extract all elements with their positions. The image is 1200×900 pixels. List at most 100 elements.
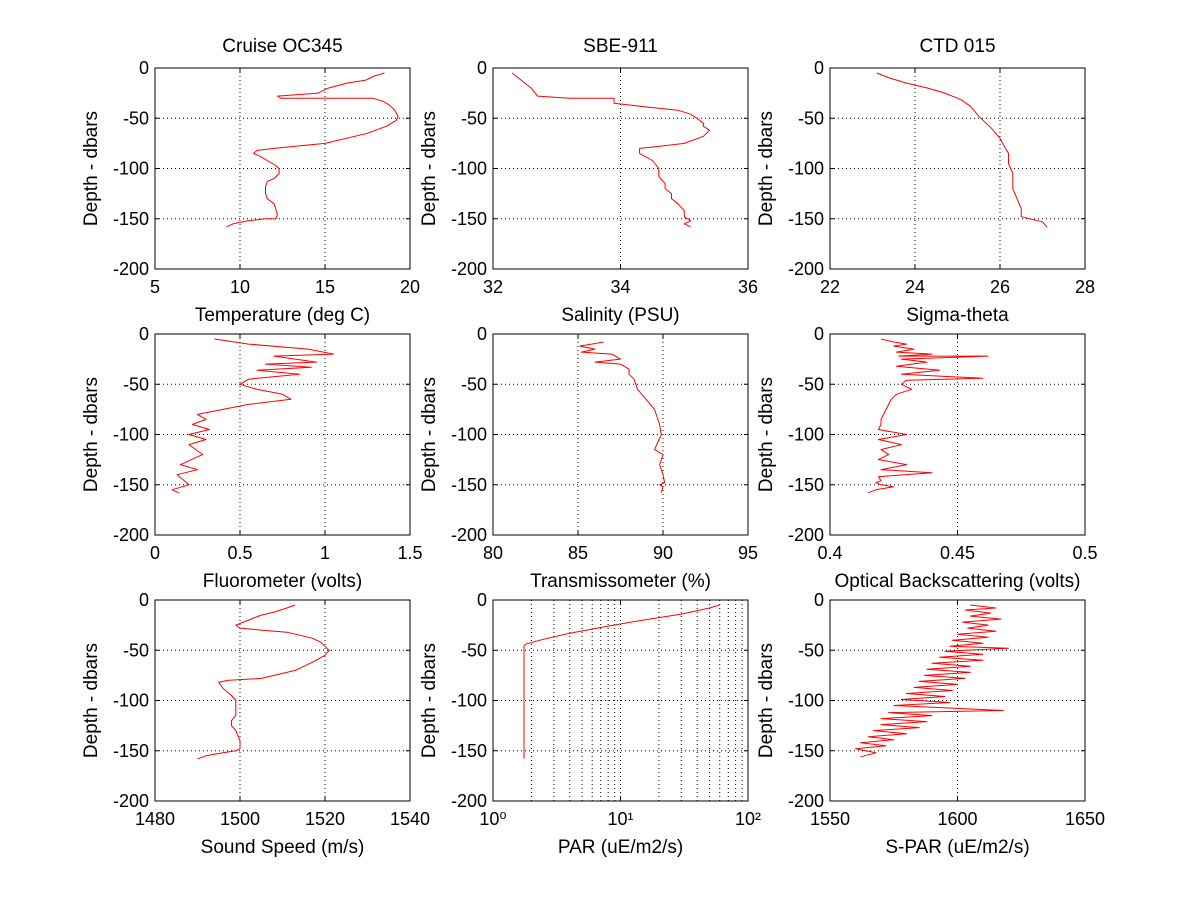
y-tick-label: -50	[123, 640, 149, 660]
x-tick-label: 1	[320, 543, 330, 563]
x-axis-label: Fluorometer (volts)	[203, 571, 362, 592]
grid	[830, 334, 1085, 535]
series-line	[226, 72, 399, 228]
grid	[155, 600, 410, 801]
subplot-7: 1480 1500 1520 1540 -200 -150 -100 -50 0 Sound Sp…	[81, 590, 430, 858]
y-axis-label: Depth - dbars	[756, 643, 777, 758]
x-axis-label: Optical Backscattering (volts)	[834, 571, 1080, 592]
x-tick-label: 20	[400, 277, 420, 297]
grid	[493, 68, 748, 269]
y-tick-label: 0	[139, 324, 149, 344]
y-tick-label: -200	[451, 525, 487, 545]
x-tick-label: 10²	[735, 809, 761, 829]
x-tick-label: 1500	[220, 809, 260, 829]
y-tick-label: 0	[814, 590, 824, 610]
y-axis-label: Depth - dbars	[419, 377, 440, 492]
series-line	[523, 604, 720, 759]
x-tick-label: 1600	[937, 809, 977, 829]
x-tick-label: 15	[315, 277, 335, 297]
y-tick-label: -200	[788, 259, 824, 279]
y-tick-label: -150	[113, 475, 149, 495]
y-tick-label: -150	[788, 475, 824, 495]
x-axis-label: Salinity (PSU)	[561, 305, 679, 326]
x-axis-label: PAR (uE/m2/s)	[558, 837, 683, 858]
x-tick-label: 5	[150, 277, 160, 297]
series-line	[876, 72, 1048, 228]
y-tick-label: -100	[788, 691, 824, 711]
x-axis-label: Temperature (deg C)	[195, 305, 370, 326]
y-axis-label: Depth - dbars	[419, 111, 440, 226]
y-tick-label: -50	[798, 374, 824, 394]
series-line	[868, 338, 989, 494]
y-tick-label: -200	[788, 525, 824, 545]
y-tick-label: -200	[113, 259, 149, 279]
x-axis-label: Sound Speed (m/s)	[201, 837, 365, 858]
y-tick-label: -100	[451, 691, 487, 711]
x-tick-label: 10	[230, 277, 250, 297]
series-line	[511, 72, 711, 228]
y-tick-label: -100	[113, 425, 149, 445]
x-tick-label: 0.5	[227, 543, 252, 563]
y-tick-label: 0	[139, 590, 149, 610]
y-tick-label: -200	[788, 791, 824, 811]
plot-title: Cruise OC345	[222, 36, 342, 57]
subplot-9: 1550 1600 1650 -200 -150 -100 -50 0 S-PAR (uE/m2…	[756, 590, 1105, 858]
x-tick-label: 10⁰	[479, 809, 506, 829]
y-tick-label: -150	[113, 741, 149, 761]
subplot-8: 10⁰ 10¹ 10² -200 -150 -100 -50 0 PAR (uE/m2/s) De…	[419, 590, 761, 858]
grid	[830, 68, 1085, 269]
y-axis-label: Depth - dbars	[81, 377, 102, 492]
subplot-5: 80 85 90 95 -200 -150 -100 -50 0 Transmissometer …	[419, 324, 758, 592]
y-tick-label: -150	[788, 209, 824, 229]
y-tick-label: -100	[113, 159, 149, 179]
grid	[493, 334, 748, 535]
x-tick-label: 1550	[810, 809, 850, 829]
y-tick-label: -200	[113, 525, 149, 545]
y-tick-label: -50	[461, 374, 487, 394]
x-tick-label: 28	[1075, 277, 1095, 297]
x-axis-label: Sigma-theta	[906, 305, 1009, 326]
y-tick-label: -150	[113, 209, 149, 229]
y-tick-label: -150	[788, 741, 824, 761]
subplot-6: 0.4 0.45 0.5 -200 -150 -100 -50 0 Optical Backsc…	[756, 324, 1098, 592]
y-tick-label: 0	[477, 324, 487, 344]
y-axis-label: Depth - dbars	[756, 377, 777, 492]
x-tick-label: 90	[653, 543, 673, 563]
x-tick-label: 32	[483, 277, 503, 297]
y-axis-label: Depth - dbars	[419, 643, 440, 758]
x-tick-label: 80	[483, 543, 503, 563]
series-line	[171, 338, 334, 494]
series-line	[855, 604, 1009, 758]
y-axis-label: Depth - dbars	[81, 111, 102, 226]
grid	[493, 600, 748, 801]
x-tick-label: 10¹	[607, 809, 633, 829]
y-axis-label: Depth - dbars	[81, 643, 102, 758]
y-tick-label: 0	[814, 324, 824, 344]
y-tick-label: -100	[788, 159, 824, 179]
y-tick-label: -50	[798, 108, 824, 128]
y-tick-label: -50	[461, 108, 487, 128]
y-axis-label: Depth - dbars	[756, 111, 777, 226]
x-tick-label: 95	[738, 543, 758, 563]
y-tick-label: -50	[123, 374, 149, 394]
x-tick-label: 0.4	[817, 543, 842, 563]
x-tick-label: 1.5	[397, 543, 422, 563]
x-tick-label: 36	[738, 277, 758, 297]
y-tick-label: -50	[461, 640, 487, 660]
y-tick-label: -100	[113, 691, 149, 711]
y-tick-label: -150	[451, 209, 487, 229]
x-axis-label: S-PAR (uE/m2/s)	[885, 837, 1029, 858]
y-tick-label: 0	[477, 58, 487, 78]
x-tick-label: 22	[820, 277, 840, 297]
series-line	[579, 341, 666, 493]
y-tick-label: -150	[451, 741, 487, 761]
x-tick-label: 1480	[135, 809, 175, 829]
subplot-1: 5 10 15 20 -200 -150 -100 -50 0 Cruise OC345 Tempe…	[81, 36, 420, 326]
y-tick-label: -50	[798, 640, 824, 660]
x-tick-label: 0.5	[1072, 543, 1097, 563]
series-line	[197, 604, 330, 760]
y-tick-label: -50	[123, 108, 149, 128]
x-tick-label: 26	[990, 277, 1010, 297]
y-tick-label: -200	[113, 791, 149, 811]
